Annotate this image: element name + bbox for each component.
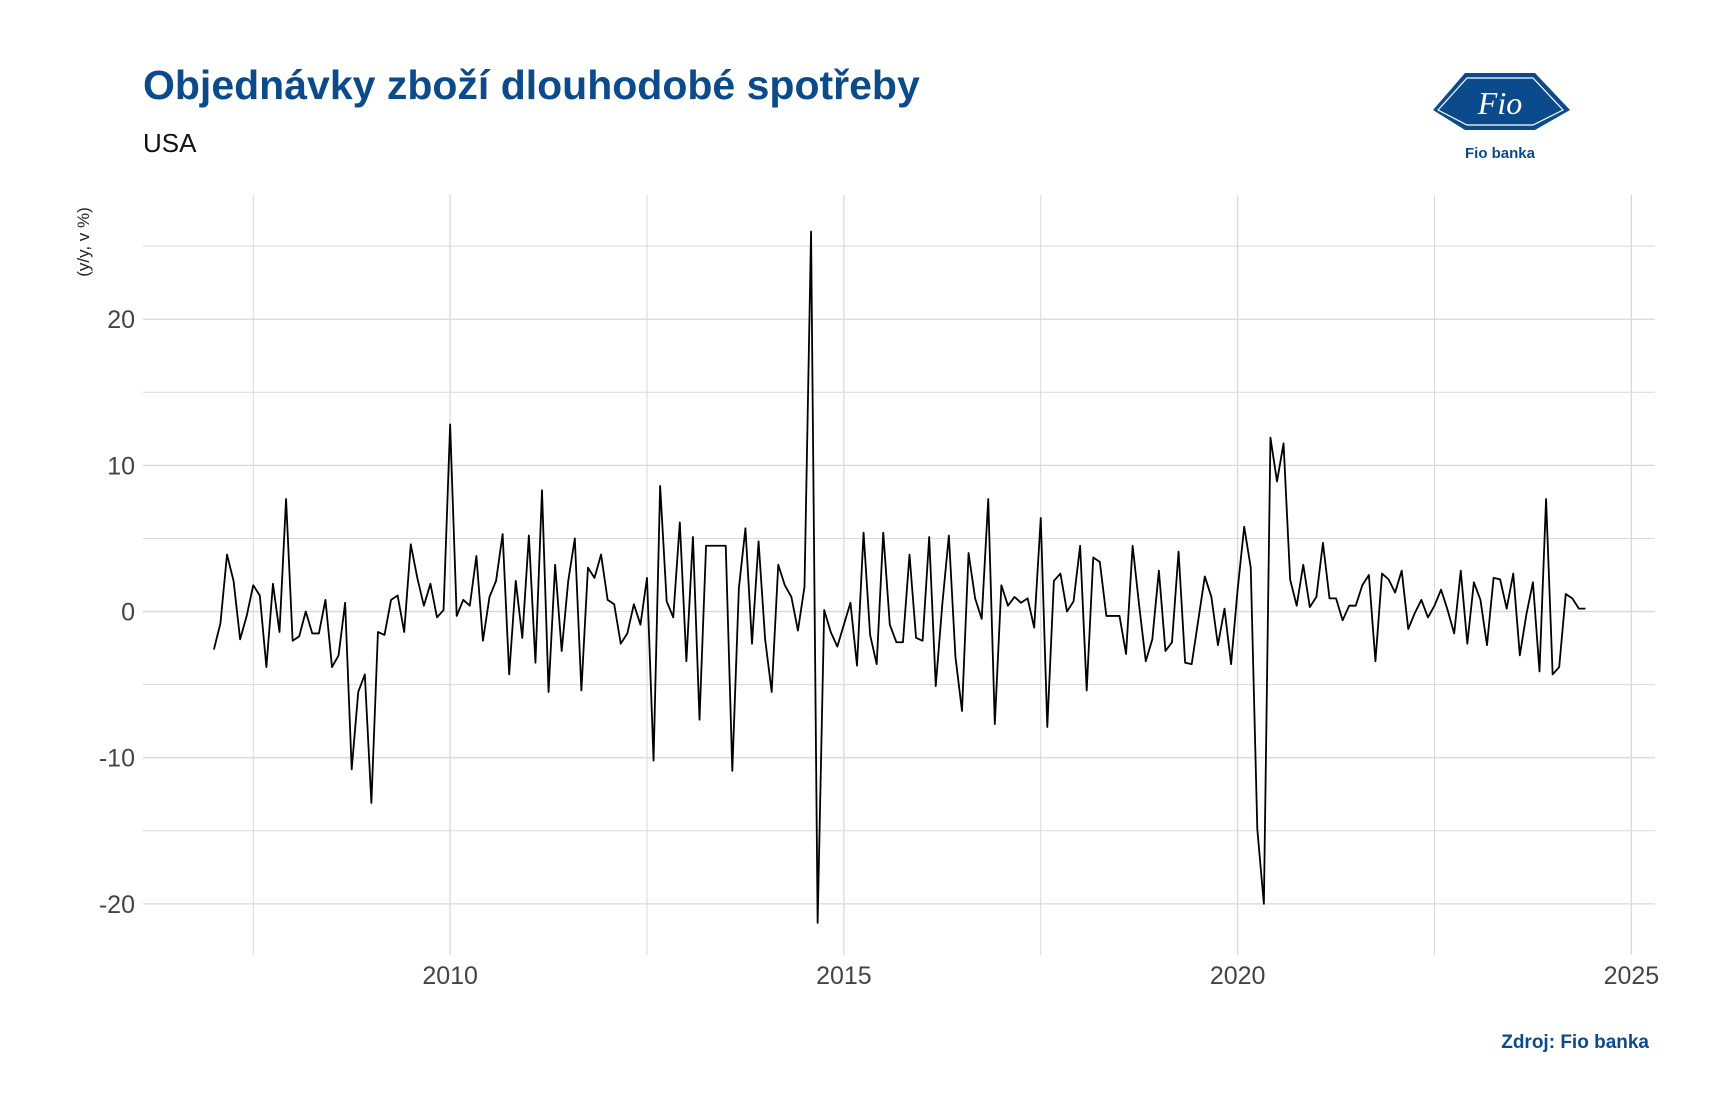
y-tick-label: 10	[107, 452, 135, 480]
fio-logo-icon: Fio	[1433, 73, 1570, 130]
x-tick-label: 2025	[1604, 962, 1660, 990]
grid-minor-lines	[143, 195, 1655, 955]
series-line	[213, 230, 1586, 924]
y-tick-label: -20	[99, 891, 135, 919]
x-tick-labels: 2010 2015 2020 2025	[422, 962, 1659, 990]
x-tick-label: 2020	[1210, 962, 1266, 990]
logo-flag-shape	[1433, 73, 1570, 130]
y-tick-label: 0	[121, 599, 135, 627]
y-tick-labels: -20 -10 0 10 20	[99, 306, 135, 919]
y-axis-label: (y/y, v %)	[74, 207, 93, 277]
y-tick-label: 20	[107, 306, 135, 334]
x-tick-label: 2010	[422, 962, 478, 990]
series-layer	[213, 230, 1586, 924]
y-tick-label: -10	[99, 745, 135, 773]
grid-major-lines	[143, 195, 1655, 955]
x-tick-label: 2015	[816, 962, 872, 990]
logo-flag-inner-outline	[1437, 77, 1564, 126]
chart-title: Objednávky zboží dlouhodobé spotřeby	[143, 62, 920, 108]
logo-label: Fio banka	[1464, 145, 1535, 162]
source-note: Zdroj: Fio banka	[1501, 1032, 1649, 1053]
chart-subtitle: USA	[143, 128, 197, 158]
logo-mark-text: Fio	[1477, 85, 1522, 121]
